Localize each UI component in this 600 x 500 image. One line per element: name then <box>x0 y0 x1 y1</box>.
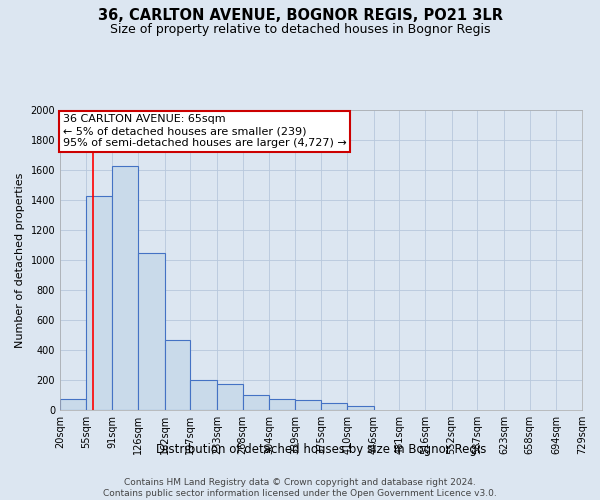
Text: Distribution of detached houses by size in Bognor Regis: Distribution of detached houses by size … <box>156 442 486 456</box>
Bar <box>190 380 217 410</box>
Bar <box>60 399 86 410</box>
Text: Size of property relative to detached houses in Bognor Regis: Size of property relative to detached ho… <box>110 22 490 36</box>
Bar <box>112 166 138 410</box>
Text: 36, CARLTON AVENUE, BOGNOR REGIS, PO21 3LR: 36, CARLTON AVENUE, BOGNOR REGIS, PO21 3… <box>97 8 503 22</box>
Bar <box>269 399 295 410</box>
Bar <box>217 384 242 410</box>
Bar <box>242 395 269 410</box>
Bar <box>347 406 374 410</box>
Text: Contains HM Land Registry data © Crown copyright and database right 2024.
Contai: Contains HM Land Registry data © Crown c… <box>103 478 497 498</box>
Bar <box>322 402 347 410</box>
Bar <box>295 400 322 410</box>
Bar <box>138 252 164 410</box>
Text: 36 CARLTON AVENUE: 65sqm
← 5% of detached houses are smaller (239)
95% of semi-d: 36 CARLTON AVENUE: 65sqm ← 5% of detache… <box>62 114 346 148</box>
Bar <box>164 340 190 410</box>
Y-axis label: Number of detached properties: Number of detached properties <box>15 172 25 348</box>
Bar <box>86 196 112 410</box>
